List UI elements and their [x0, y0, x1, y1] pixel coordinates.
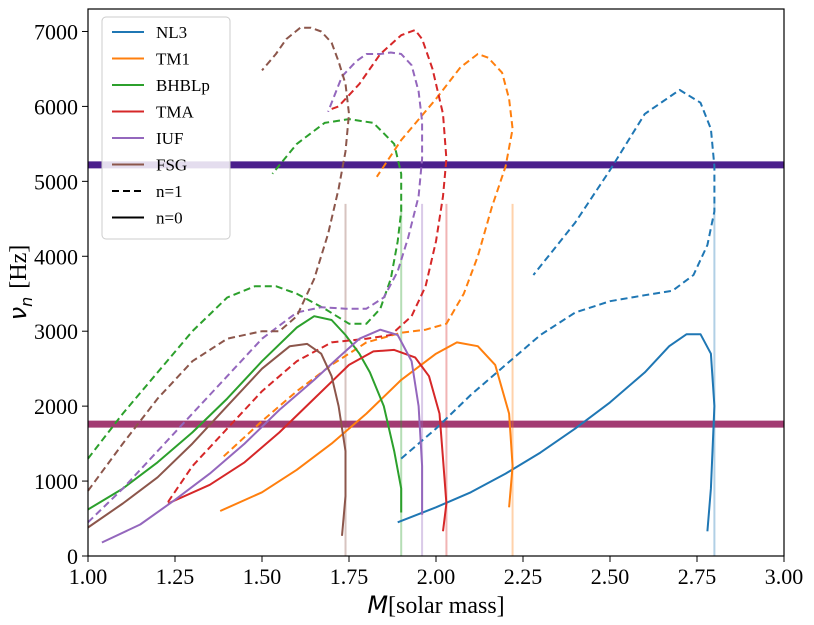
series-tm1-n0: [219, 341, 514, 512]
legend-label: TM1: [156, 50, 190, 69]
x-tick-label: 1.25: [156, 564, 195, 589]
series-nl3-n0: [397, 333, 716, 532]
series-fsg-n0: [87, 342, 347, 536]
y-tick-label: 7000: [34, 19, 78, 44]
y-axis-label-main: ν: [4, 307, 32, 320]
y-axis-label-unit: [Hz]: [6, 245, 32, 289]
y-tick-label: 0: [67, 544, 78, 569]
y-tick-label: 3000: [34, 319, 78, 344]
series-layer: [87, 26, 716, 544]
series-nl3-n1: [400, 88, 716, 460]
series-tma-n1: [167, 29, 448, 503]
legend-label: FSG: [156, 156, 187, 175]
y-tick-label: 4000: [34, 244, 78, 269]
x-tick-label: 1.00: [69, 564, 108, 589]
x-tick-label: 2.50: [591, 564, 630, 589]
x-tick-label: 1.50: [243, 564, 282, 589]
legend-label: BHBLp: [156, 76, 210, 95]
series-tma-n0: [167, 348, 448, 532]
x-axis-label: M[solar mass]: [367, 591, 504, 619]
y-tick-label: 6000: [34, 94, 78, 119]
legend: NL3 TM1 BHBLp TMA IUF FSG n=1 n=0: [101, 16, 231, 240]
x-tick-label: 3.00: [765, 564, 804, 589]
legend-label: TMA: [156, 103, 195, 122]
series-bhblp-n0: [87, 315, 403, 513]
series-fsg-n1: [87, 26, 350, 492]
x-tick-label: 1.75: [330, 564, 369, 589]
series-tm1-n1: [223, 53, 514, 458]
legend-label: n=0: [156, 209, 183, 228]
x-tick-label: 2.00: [417, 564, 456, 589]
series-iuf-n0: [101, 328, 424, 544]
y-tick-label: 1000: [34, 469, 78, 494]
y-axis-label: νn [Hz]: [4, 245, 36, 321]
x-axis-label-unit: [solar mass]: [388, 593, 505, 619]
legend-label: n=1: [156, 182, 183, 201]
y-axis-label-sub: n: [17, 297, 36, 307]
x-tick-label: 2.25: [504, 564, 543, 589]
y-tick-label: 2000: [34, 394, 78, 419]
x-tick-label: 2.75: [678, 564, 717, 589]
series-bhblp-n1: [87, 118, 403, 460]
legend-label: IUF: [156, 129, 183, 148]
ticks-layer: 1.00 1.25 1.50 1.75 2.00 2.25 2.50 2.75 3.00 0 100…: [34, 19, 803, 589]
y-tick-label: 5000: [34, 169, 78, 194]
legend-box: [101, 16, 231, 240]
legend-label: NL3: [156, 23, 187, 42]
series-iuf-n1: [87, 51, 424, 524]
x-axis-label-main: M: [367, 591, 388, 619]
